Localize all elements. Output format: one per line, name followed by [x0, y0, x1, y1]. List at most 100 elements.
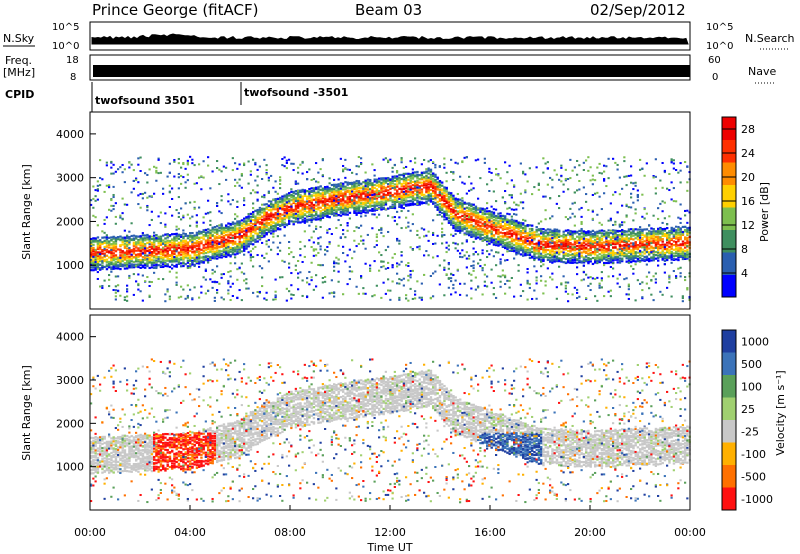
- power-cell: [337, 207, 340, 210]
- power-cell: [528, 286, 531, 289]
- power-cell: [258, 290, 261, 293]
- power-cell: [216, 242, 219, 245]
- power-cell: [553, 251, 556, 254]
- power-cell: [342, 199, 345, 202]
- cpid-label: CPID: [5, 88, 34, 101]
- power-cell: [414, 157, 417, 160]
- power-cell: [211, 239, 214, 242]
- power-cell: [423, 193, 426, 196]
- power-cell: [274, 199, 277, 202]
- power-cell: [445, 214, 448, 217]
- power-cell: [522, 241, 525, 244]
- power-cell: [510, 179, 513, 182]
- power-cell: [418, 174, 421, 177]
- power-cell: [551, 258, 554, 262]
- power-cell: [420, 184, 424, 187]
- power-cell: [569, 216, 572, 219]
- power-cell: [245, 287, 248, 290]
- power-cell: [562, 245, 565, 248]
- power-cell: [324, 192, 327, 195]
- power-cell: [227, 280, 230, 283]
- power-cell: [164, 262, 167, 265]
- power-cell: [378, 180, 381, 183]
- power-cell: [434, 191, 437, 194]
- power-cell: [229, 270, 232, 273]
- power-cell: [276, 220, 280, 224]
- power-cell: [549, 259, 552, 262]
- power-cell: [526, 180, 529, 183]
- power-cell: [371, 163, 374, 166]
- power-cell: [380, 254, 383, 257]
- power-cell: [317, 263, 320, 266]
- power-cell: [348, 265, 351, 268]
- power-cell: [243, 237, 246, 240]
- power-cell: [265, 225, 268, 228]
- power-cell: [310, 178, 313, 181]
- power-cell: [474, 237, 478, 240]
- power-cell: [400, 184, 403, 187]
- power-cell: [564, 179, 567, 182]
- power-cell: [508, 219, 511, 222]
- power-cell: [276, 207, 280, 210]
- power-cell: [596, 262, 599, 265]
- power-cell: [497, 173, 500, 176]
- power-cell: [555, 173, 558, 176]
- power-cell: [596, 259, 599, 263]
- power-cell: [420, 194, 424, 197]
- power-cell: [254, 215, 257, 218]
- power-cell: [200, 175, 203, 178]
- power-cell: [263, 203, 266, 206]
- power-cell: [180, 182, 183, 185]
- power-cell: [99, 244, 102, 247]
- power-cell: [306, 215, 309, 218]
- power-cell: [99, 263, 102, 266]
- power-cell: [193, 256, 196, 259]
- power-cell: [213, 225, 217, 229]
- power-cell: [171, 233, 174, 236]
- power-cell: [470, 182, 473, 185]
- power-cell: [342, 198, 345, 201]
- power-cell: [90, 241, 93, 244]
- power-cell: [360, 209, 363, 213]
- power-cell: [114, 215, 117, 218]
- power-cell: [517, 222, 520, 225]
- power-cell: [150, 247, 154, 250]
- power-cell: [553, 260, 556, 263]
- power-cell: [504, 283, 507, 286]
- power-cell: [472, 235, 475, 238]
- power-cell: [519, 283, 522, 286]
- power-cell: [265, 291, 268, 294]
- power-cell: [247, 226, 250, 230]
- power-cell: [247, 160, 250, 163]
- power-cell: [238, 289, 241, 292]
- power-cell: [589, 260, 592, 263]
- power-cell: [468, 209, 471, 212]
- power-cell: [486, 236, 489, 239]
- power-cell: [540, 256, 543, 259]
- power-cell: [506, 207, 509, 210]
- power-cell: [263, 213, 266, 216]
- power-cell: [112, 193, 115, 196]
- power-cell: [225, 224, 228, 227]
- power-cell: [470, 223, 473, 227]
- power-cell: [330, 199, 334, 203]
- power-cell: [445, 180, 448, 183]
- power-cell: [569, 235, 572, 238]
- power-cell: [342, 293, 345, 296]
- power-cell: [308, 192, 311, 195]
- power-cell: [463, 182, 466, 185]
- power-cell: [252, 225, 255, 228]
- power-cell: [562, 252, 565, 255]
- power-cell: [157, 244, 160, 247]
- power-cell: [243, 220, 246, 223]
- power-cell: [468, 257, 471, 260]
- power-cell: [423, 197, 426, 200]
- power-cell: [454, 161, 457, 164]
- power-cell: [312, 191, 316, 194]
- power-cell: [553, 228, 556, 231]
- power-cell: [252, 158, 255, 161]
- power-cell: [333, 209, 336, 212]
- power-cell: [252, 236, 255, 239]
- power-cell: [580, 222, 583, 225]
- power-cell: [382, 180, 385, 183]
